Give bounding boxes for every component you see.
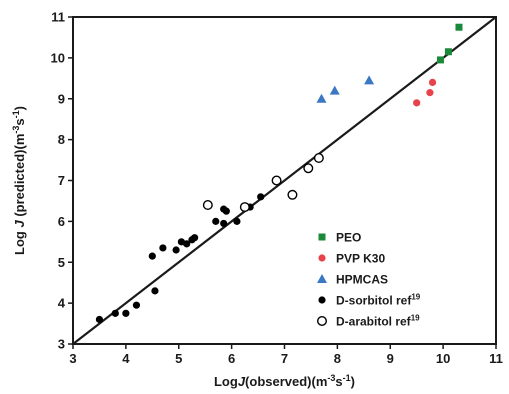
x-axis-label: LogJ(observed)(m-3s-1) — [214, 373, 355, 389]
data-point-d-sorbitol-ref — [183, 240, 191, 248]
data-point-d-arabitol-ref — [202, 200, 213, 211]
data-point-pvp-k30 — [428, 78, 437, 86]
y-tick-label: 10 — [51, 50, 65, 65]
x-tick-label: 11 — [489, 351, 503, 366]
data-point-d-sorbitol-ref — [172, 246, 180, 254]
x-tick-label: 4 — [122, 351, 130, 366]
y-tick-label: 3 — [58, 337, 65, 352]
legend-label-d-sorbitol-ref: D-sorbitol ref19 — [336, 293, 421, 308]
series-d-arabitol-ref — [202, 153, 324, 213]
data-point-d-sorbitol-ref — [95, 315, 104, 324]
series-peo — [436, 23, 463, 64]
y-tick-label: 9 — [58, 91, 65, 106]
legend-label-peo: PEO — [336, 231, 361, 245]
data-point-d-sorbitol-ref — [212, 217, 220, 225]
y-axis-label: Log J (predicted)(m-3s-1) — [11, 106, 27, 255]
legend-label-hpmcas: HPMCAS — [336, 273, 388, 287]
data-point-d-arabitol-ref — [271, 175, 282, 186]
series-d-sorbitol-ref — [95, 193, 265, 324]
data-point-peo — [436, 56, 444, 64]
data-point-d-arabitol-ref — [313, 153, 324, 164]
data-point-hpmcas — [364, 75, 375, 85]
legend-item-pvp-k30: PVP K30 — [318, 252, 385, 266]
x-tick-label: 7 — [281, 351, 288, 366]
data-point-d-sorbitol-ref — [111, 309, 119, 317]
legend-marker-d-sorbitol-ref — [318, 296, 326, 304]
y-tick-label: 7 — [58, 173, 65, 188]
reference-line — [72, 16, 497, 345]
x-tick-label: 8 — [334, 351, 341, 366]
data-point-d-sorbitol-ref — [233, 217, 241, 225]
data-point-d-sorbitol-ref — [122, 309, 130, 317]
legend-item-d-sorbitol-ref: D-sorbitol ref19 — [318, 293, 421, 308]
legend-item-peo: PEO — [318, 231, 361, 245]
data-point-d-sorbitol-ref — [132, 301, 141, 309]
data-point-d-sorbitol-ref — [151, 287, 159, 295]
legend-label-d-arabitol-ref: D-arabitol ref19 — [336, 314, 420, 329]
y-tick-label: 8 — [58, 132, 65, 147]
x-tick-label: 10 — [436, 351, 450, 366]
legend-marker-d-arabitol-ref — [317, 316, 328, 327]
plot-area — [72, 16, 497, 345]
y-tick-label: 5 — [58, 255, 65, 270]
data-point-peo — [444, 48, 452, 56]
x-tick-label: 9 — [387, 351, 394, 366]
x-tick-label: 3 — [69, 351, 76, 366]
legend-item-d-arabitol-ref: D-arabitol ref19 — [317, 314, 420, 329]
data-point-d-arabitol-ref — [303, 163, 314, 174]
x-tick-label: 6 — [228, 351, 235, 366]
series-pvp-k30 — [413, 78, 437, 107]
data-point-d-arabitol-ref — [239, 202, 250, 213]
legend-label-pvp-k30: PVP K30 — [336, 252, 385, 266]
legend: PEO PVP K30 HPMCAS D-sorbitol ref19 D-arabit… — [317, 231, 421, 329]
data-point-pvp-k30 — [426, 89, 434, 97]
data-point-d-sorbitol-ref — [220, 219, 228, 228]
legend-marker-hpmcas — [317, 274, 327, 283]
legend-item-hpmcas: HPMCAS — [317, 273, 388, 287]
data-point-d-sorbitol-ref — [148, 252, 156, 260]
x-tick-label: 5 — [175, 351, 182, 366]
data-point-d-sorbitol-ref — [159, 244, 167, 252]
data-point-pvp-k30 — [413, 99, 421, 107]
data-point-peo — [455, 23, 463, 31]
data-point-hpmcas — [329, 85, 340, 95]
y-tick-label: 11 — [51, 10, 65, 25]
data-point-d-arabitol-ref — [287, 189, 298, 200]
data-point-d-sorbitol-ref — [191, 234, 199, 242]
legend-marker-peo — [318, 233, 326, 241]
data-point-hpmcas — [316, 93, 327, 103]
y-tick-label: 4 — [58, 296, 66, 311]
y-tick-label: 6 — [58, 214, 65, 229]
series-hpmcas — [316, 75, 375, 103]
data-point-d-sorbitol-ref — [257, 193, 265, 201]
axes: 3 4 5 6 7 8 9 10 11 3 4 5 6 7 8 9 10 11 LogJ(observed)(m-3… — [11, 10, 503, 390]
legend-marker-pvp-k30 — [318, 254, 326, 262]
data-point-d-sorbitol-ref — [222, 207, 230, 215]
